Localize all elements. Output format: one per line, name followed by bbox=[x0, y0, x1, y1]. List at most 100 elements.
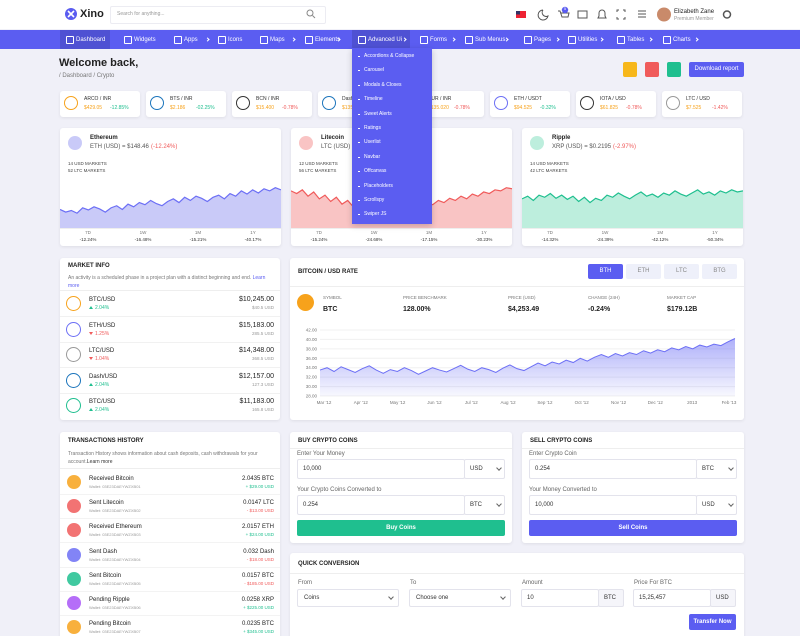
input[interactable] bbox=[529, 459, 697, 479]
dropdown-item[interactable]: Sweet Alerts bbox=[364, 110, 392, 117]
select[interactable] bbox=[464, 495, 505, 515]
nav-item[interactable]: Advanced Ui bbox=[368, 37, 403, 43]
nav-item[interactable]: Pages bbox=[534, 37, 552, 43]
ticker-price: $94.525 bbox=[514, 105, 533, 111]
ticker-icon bbox=[236, 96, 250, 110]
tx-wallet: Wallet: 03E23DAEYWZXB03 bbox=[89, 532, 141, 538]
learn-more[interactable]: Learn more bbox=[68, 275, 266, 289]
settings-icon[interactable] bbox=[722, 10, 732, 19]
input[interactable] bbox=[529, 495, 697, 515]
select[interactable] bbox=[464, 459, 505, 479]
x-tick-label: Oct '12 bbox=[575, 400, 590, 405]
fullscreen-icon[interactable] bbox=[616, 9, 626, 20]
nav-item[interactable]: Dashboard bbox=[76, 37, 106, 43]
nav-chevron bbox=[555, 37, 560, 42]
dropdown-item[interactable]: Modals & Closes bbox=[364, 81, 402, 88]
tab[interactable]: BTG bbox=[702, 264, 737, 279]
nav-item[interactable]: Icons bbox=[228, 37, 243, 43]
tx-icon bbox=[67, 596, 81, 610]
learn-more[interactable]: Learn more bbox=[86, 459, 113, 465]
header-icons bbox=[516, 6, 732, 22]
field-label: Price For BTC bbox=[634, 580, 673, 586]
ticker-icon bbox=[322, 96, 336, 110]
dropdown-item[interactable]: Placeholders bbox=[364, 182, 393, 189]
divider bbox=[290, 286, 744, 287]
tx-wallet: Wallet: 03E23DAEYWZXB02 bbox=[89, 508, 141, 514]
mail-icon[interactable] bbox=[577, 10, 588, 19]
nav-item[interactable]: Charts bbox=[673, 37, 691, 43]
dropdown-item[interactable]: Scrollspy bbox=[364, 197, 385, 203]
period-label: 1Y bbox=[481, 230, 487, 235]
nav-item[interactable]: Elements bbox=[315, 37, 341, 43]
flag-icon[interactable] bbox=[516, 11, 526, 18]
tx-name: Received Ethereum bbox=[89, 524, 142, 531]
nav-item[interactable]: Apps bbox=[184, 37, 198, 43]
tx-usd: + $225.00 USD bbox=[243, 605, 274, 610]
divider bbox=[60, 290, 280, 291]
dropdown-item[interactable]: Carousel bbox=[364, 67, 385, 74]
tx-usd: + $345.00 USD bbox=[243, 629, 274, 635]
ticker-card[interactable]: LTC / USD $7.525 -1.42% bbox=[662, 91, 742, 117]
select-value: BTC bbox=[702, 466, 714, 472]
ticker-card[interactable]: BTS / INR $2.186 -02.25% bbox=[146, 91, 226, 117]
divider bbox=[60, 468, 280, 469]
nav-item[interactable]: Utilities bbox=[578, 37, 598, 43]
ticker-card[interactable]: IOTA / USD $61.825 -0.78% bbox=[576, 91, 656, 117]
nav-item[interactable]: Tables bbox=[627, 37, 645, 43]
submit-button[interactable]: Sell Coins bbox=[529, 520, 737, 536]
coin-icon bbox=[66, 321, 81, 337]
dropdown-item[interactable]: Timeline bbox=[364, 96, 383, 103]
nav-icon bbox=[568, 36, 576, 44]
nav-item[interactable]: Forms bbox=[430, 37, 447, 43]
ticker-card[interactable]: ARCO / INR $429.05 -12.85% bbox=[60, 91, 140, 117]
apps-icon[interactable] bbox=[638, 10, 646, 18]
action-button[interactable] bbox=[667, 62, 681, 77]
divider bbox=[60, 590, 280, 592]
cart-icon[interactable] bbox=[558, 10, 570, 18]
search-box[interactable] bbox=[110, 6, 326, 24]
ticker-card[interactable]: ETH / USDT $94.525 -0.32% bbox=[490, 91, 570, 117]
ticker-name: BTS / INR bbox=[170, 96, 193, 102]
input[interactable] bbox=[297, 495, 465, 515]
dropdown-item[interactable]: Swiper JS bbox=[364, 211, 387, 218]
dropdown-item[interactable]: Navbar bbox=[364, 153, 381, 160]
transfer-button[interactable]: Transfer Now bbox=[689, 614, 736, 630]
coin-pair: ETH (USD) = $148.46 bbox=[90, 144, 149, 150]
bell-icon[interactable] bbox=[597, 9, 607, 19]
select[interactable] bbox=[409, 589, 511, 607]
nav-chevron bbox=[291, 37, 296, 42]
unit: BTC bbox=[604, 595, 616, 601]
select[interactable] bbox=[696, 495, 737, 515]
ticker-card[interactable]: BCN / INR $15.400 -0.78% bbox=[232, 91, 312, 117]
avatar[interactable] bbox=[657, 7, 671, 22]
tab[interactable]: LTC bbox=[664, 264, 699, 279]
nav-item[interactable]: Widgets bbox=[134, 37, 156, 43]
dropdown-item[interactable]: Userlist bbox=[364, 139, 381, 146]
ticker-icon bbox=[494, 96, 508, 110]
stat-label: CHANGE (24H) bbox=[588, 295, 620, 300]
price-sub: 368.5 USD bbox=[251, 356, 274, 361]
submit-button[interactable]: Buy Coins bbox=[297, 520, 505, 536]
tab[interactable]: BTH bbox=[588, 264, 623, 279]
dropdown-item[interactable]: Accordions & Collapse bbox=[364, 53, 415, 59]
dropdown-item[interactable]: Ratings bbox=[364, 125, 381, 131]
dropdown-item[interactable]: Offcanvas bbox=[364, 168, 387, 175]
divider bbox=[60, 228, 281, 229]
period-change: -50.34% bbox=[706, 237, 724, 242]
select[interactable] bbox=[696, 459, 737, 479]
nav-item[interactable]: Sub Menus bbox=[475, 37, 506, 43]
theme-icon[interactable] bbox=[537, 9, 549, 21]
price: $11,183.00 bbox=[239, 398, 274, 405]
action-button[interactable] bbox=[645, 62, 659, 77]
nav-item[interactable]: Maps bbox=[270, 37, 285, 43]
download-button[interactable]: Download report bbox=[689, 62, 744, 77]
tab[interactable]: ETH bbox=[626, 264, 661, 279]
coin-pair: XRP (USD) = $0.2195 bbox=[552, 144, 612, 150]
select[interactable] bbox=[297, 589, 399, 607]
nav-chevron bbox=[599, 37, 604, 42]
action-button[interactable] bbox=[623, 62, 637, 77]
input[interactable] bbox=[297, 459, 465, 479]
card-title: BUY CRYPTO COINS bbox=[298, 438, 358, 444]
search-icon[interactable] bbox=[306, 9, 316, 19]
nav-bar: Dashboard Widgets Apps Icons Maps Elements Adv… bbox=[0, 30, 800, 49]
